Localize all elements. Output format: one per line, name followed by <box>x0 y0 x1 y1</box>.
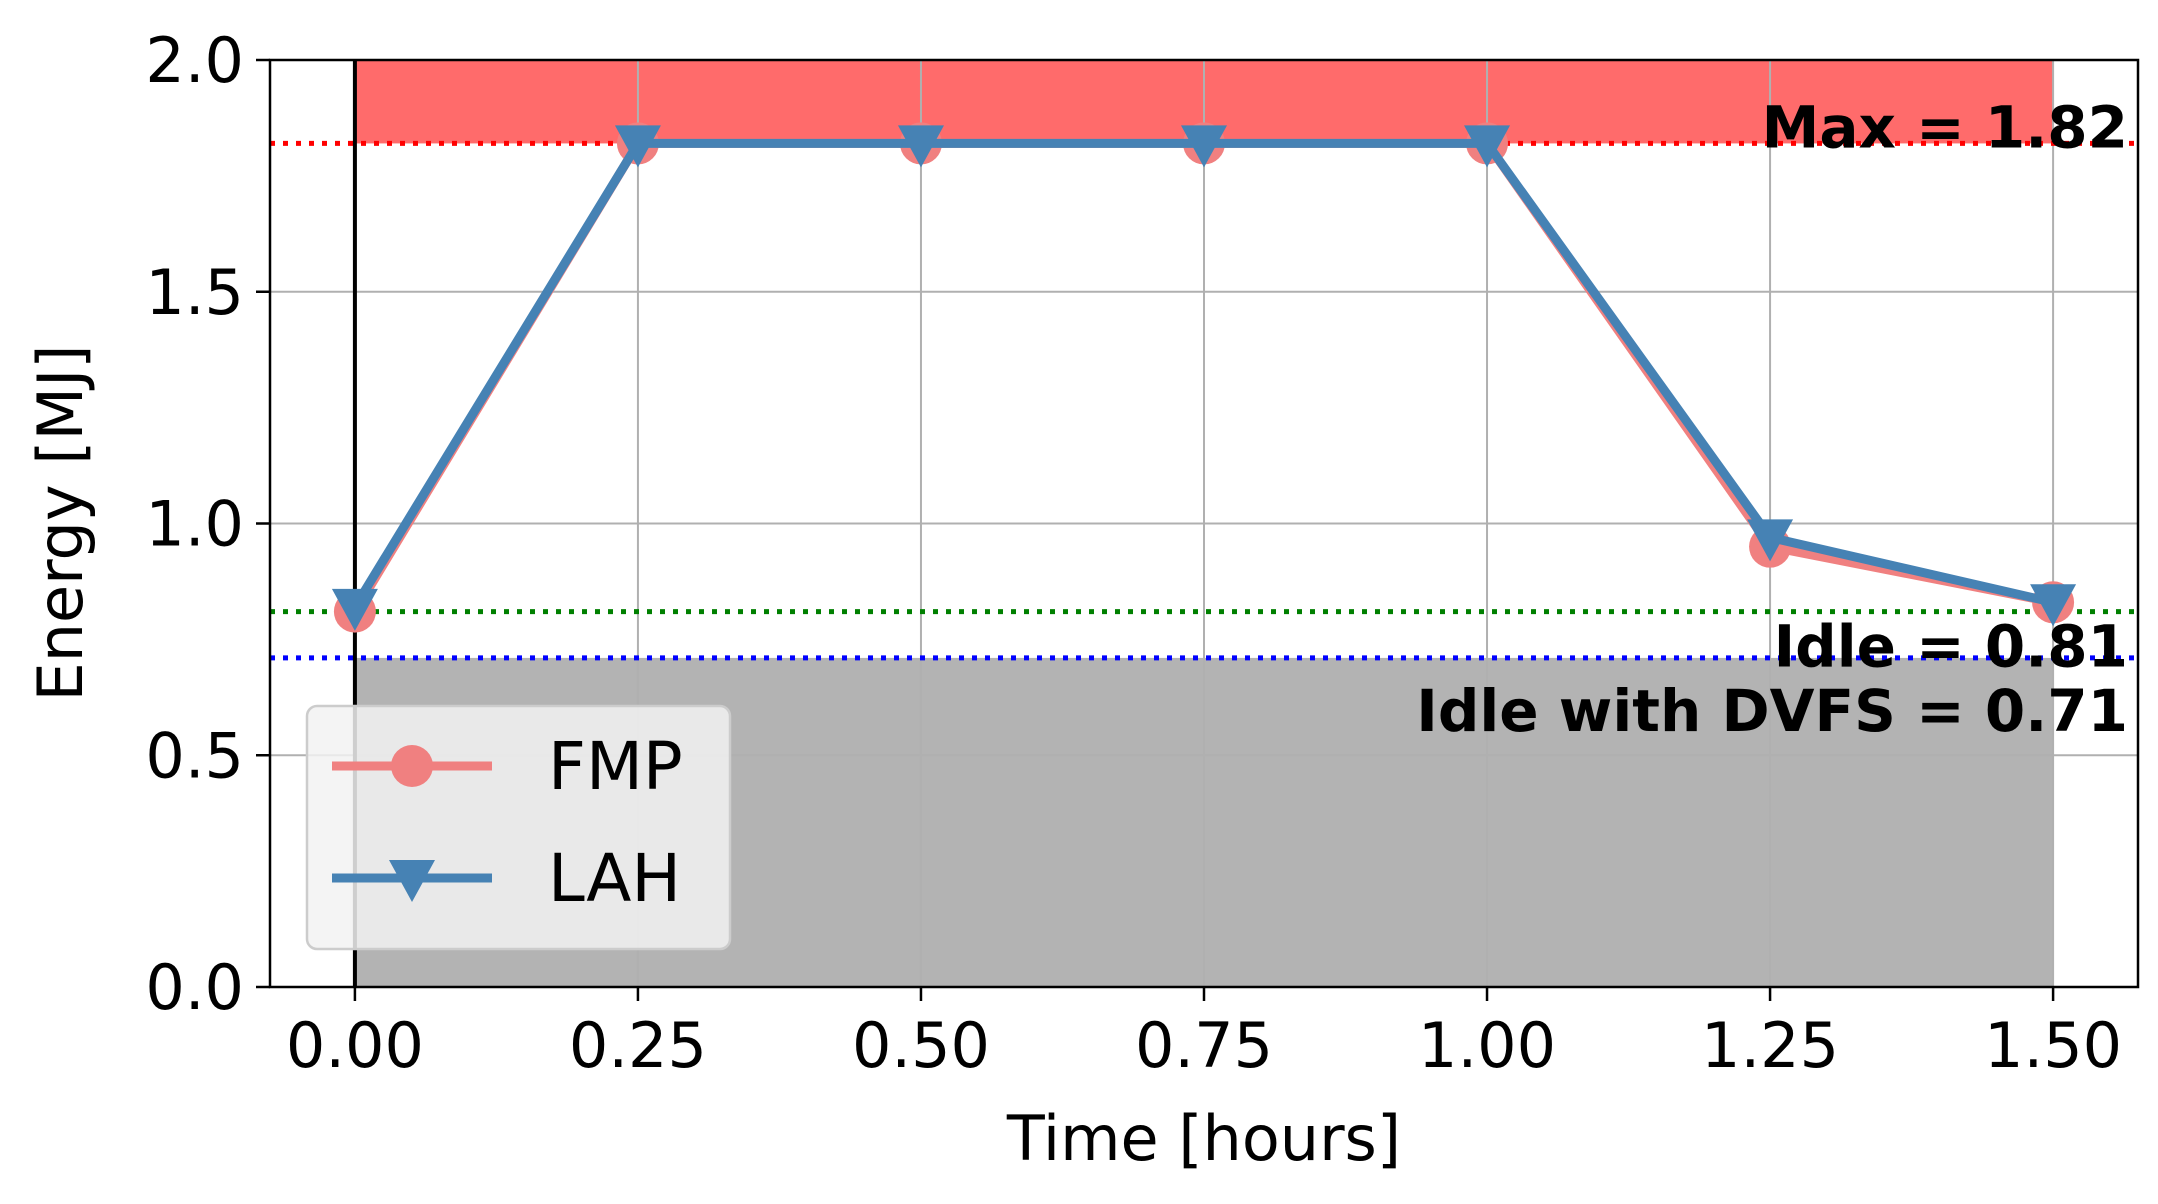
y-tick-label-4: 2.0 <box>145 24 244 97</box>
reference-label-2: Idle with DVFS = 0.71 <box>1416 677 2128 745</box>
legend-marker-fmp <box>391 745 433 787</box>
series-layer <box>331 122 2077 633</box>
y-tick-label-2: 1.0 <box>145 488 244 561</box>
point-lah-2 <box>897 125 944 168</box>
y-tick-label-1: 0.5 <box>145 719 244 792</box>
x-tick-label-3: 0.75 <box>1135 1009 1273 1082</box>
point-lah-4 <box>1464 125 1511 168</box>
point-lah-1 <box>614 125 661 168</box>
reference-label-0: Max = 1.82 <box>1762 93 2128 161</box>
x-tick-label-4: 1.00 <box>1418 1009 1556 1082</box>
point-lah-3 <box>1181 125 1227 168</box>
legend-label-fmp: FMP <box>548 728 683 805</box>
x-tick-label-0: 0.00 <box>286 1009 424 1082</box>
x-axis-label: Time [hours] <box>1006 1102 1401 1175</box>
point-lah-5 <box>1747 519 1794 562</box>
y-tick-label-0: 0.0 <box>145 951 244 1024</box>
x-tick-label-5: 1.25 <box>1701 1009 1839 1082</box>
legend: FMP LAH <box>305 704 732 951</box>
series-lah <box>331 125 2077 631</box>
y-tick-label-3: 1.5 <box>145 256 244 329</box>
x-tick-label-2: 0.50 <box>852 1009 990 1082</box>
reference-label-1: Idle = 0.81 <box>1774 613 2128 681</box>
axis-ticks: 0.00 0.25 0.50 0.75 1.00 1.25 1.50 0.0 0.5 1.0 1.5… <box>145 24 2122 1082</box>
x-tick-label-6: 1.50 <box>1984 1009 2122 1082</box>
point-lah-0 <box>331 588 378 631</box>
y-axis-label: Energy [MJ] <box>24 345 97 702</box>
point-lah-6 <box>2030 584 2077 627</box>
x-tick-label-1: 0.25 <box>569 1009 707 1082</box>
legend-label-lah: LAH <box>548 840 681 917</box>
legend-marker-lah <box>389 860 435 902</box>
